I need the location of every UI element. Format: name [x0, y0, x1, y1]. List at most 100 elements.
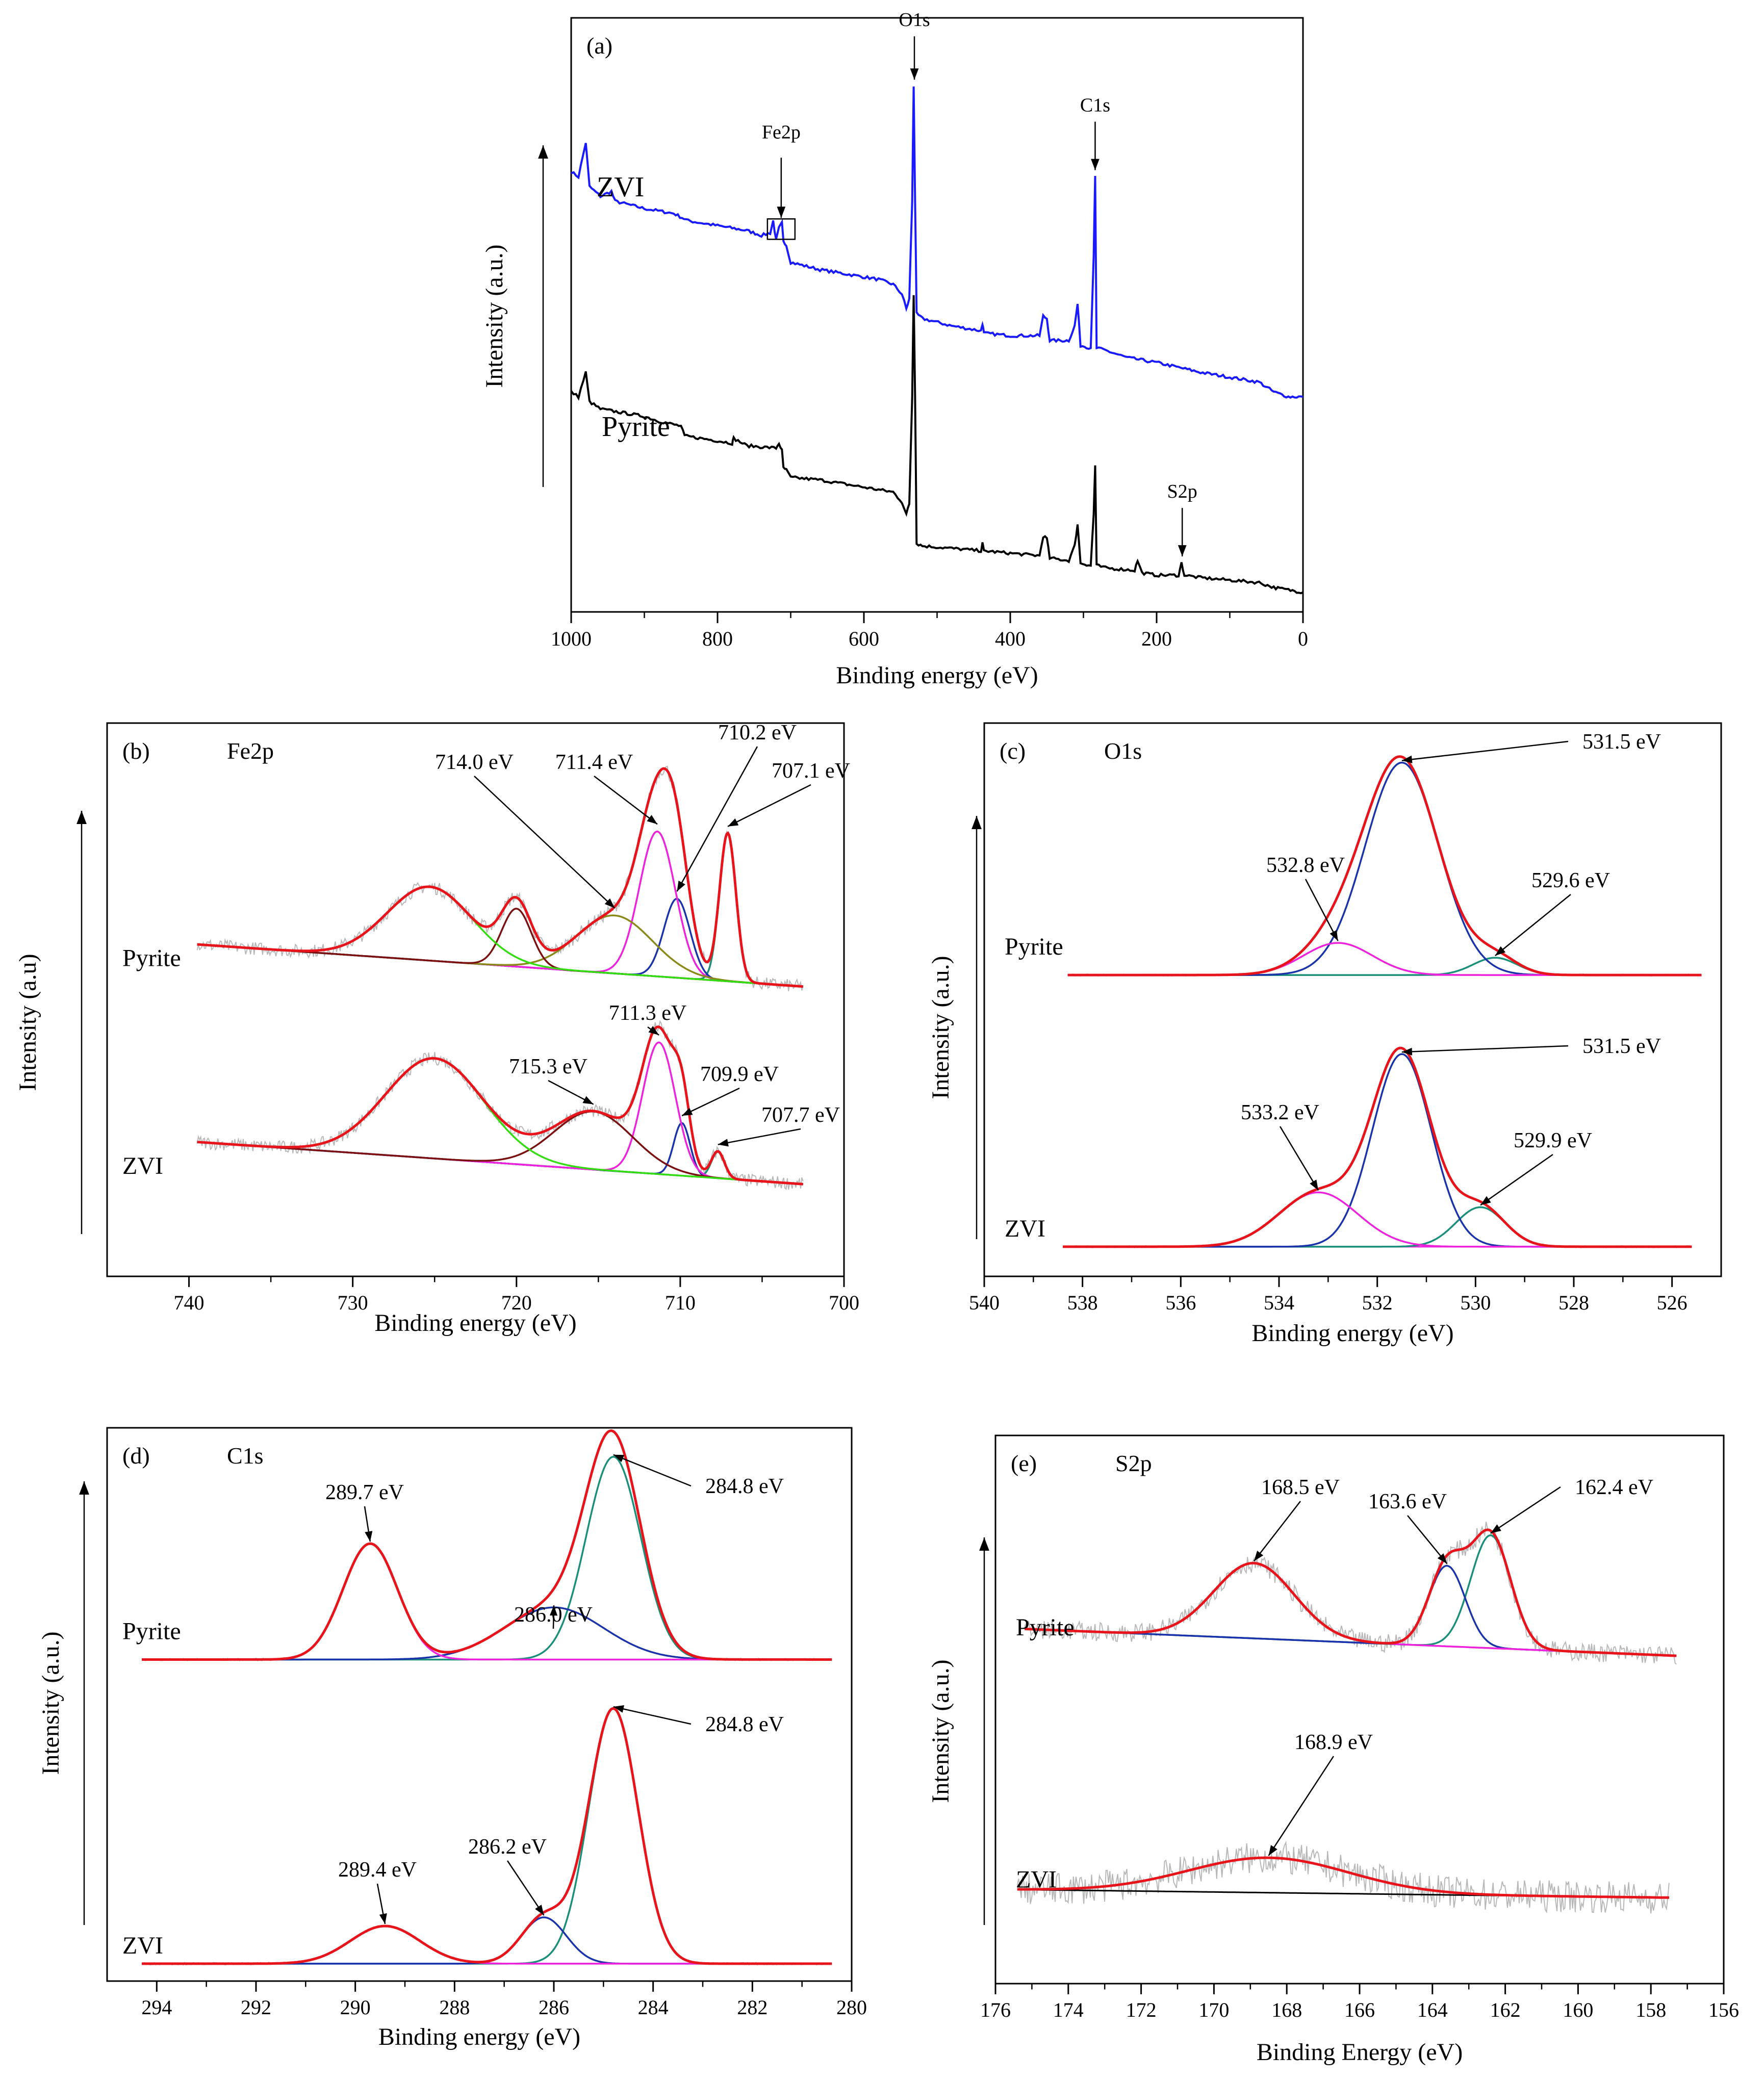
spectrum-zvi [571, 86, 1303, 399]
x-tick-label: 536 [1165, 1291, 1196, 1314]
x-tick-label: 280 [836, 1996, 867, 2019]
peak-callout: 163.6 eV [1368, 1490, 1447, 1513]
peak-callout: 711.4 eV [555, 751, 633, 774]
fit-envelope-pyrite [1067, 755, 1702, 977]
callout-arrow-head [365, 1531, 373, 1542]
sample-label-zvi: ZVI [1016, 1866, 1057, 1893]
x-tick-label: 162 [1490, 1998, 1521, 2021]
callout-arrow-head [648, 1026, 659, 1035]
plot-frame [983, 722, 1722, 1277]
panel-title: S2p [1115, 1450, 1152, 1476]
component-707.1-eV [197, 832, 803, 988]
callout-arrow-head [613, 1454, 625, 1462]
x-axis-label: Binding energy (eV) [374, 1309, 576, 1337]
y-axis-label: Intensity (a.u.) [37, 1631, 64, 1775]
x-tick-label: 294 [141, 1996, 172, 2019]
x-tick-label: 534 [1264, 1291, 1294, 1314]
panel-d: 294 292 290 288 286 284 282 280 Binding energy (… [37, 1427, 867, 2050]
component-725.3-eV [197, 886, 803, 988]
callout-arrow [613, 1706, 692, 1725]
component-289.7-eV [142, 1543, 832, 1661]
peak-callout: 531.5 eV [1582, 1035, 1661, 1058]
component-531.5-eV [1063, 1053, 1692, 1248]
x-tick-label: 156 [1708, 1998, 1739, 2021]
y-axis-label: Intensity (a.u) [14, 954, 41, 1091]
x-tick-label: 160 [1563, 1998, 1593, 2021]
x-tick-label: 164 [1417, 1998, 1448, 2021]
y-axis-label: Intensity (a.u.) [927, 1659, 954, 1803]
callout-arrow-head [1437, 1553, 1447, 1564]
raw-data-pyrite [1067, 755, 1702, 977]
peak-callout: 709.9 eV [700, 1063, 779, 1086]
fe2p-box [766, 218, 796, 240]
panel-a: 1000 800 600 400 200 0 Binding energy (eV) Inte… [481, 9, 1308, 689]
callout-arrow [676, 746, 758, 892]
callout-arrow-head [379, 1913, 387, 1924]
callout-arrow [1401, 740, 1569, 761]
callout-arrow [1490, 1486, 1561, 1534]
callout-arrow [1401, 1045, 1569, 1053]
x-tick-label: 170 [1198, 1998, 1229, 2021]
callout-arrow-head [613, 1705, 624, 1713]
callout-arrow [718, 1128, 801, 1145]
component-715.3-eV [197, 1111, 803, 1185]
x-tick-label: 526 [1657, 1291, 1688, 1314]
annotation-label: S2p [1167, 481, 1197, 502]
component-711.4-eV [197, 830, 803, 988]
x-tick-label: 700 [829, 1291, 859, 1314]
fit-envelope-zvi [197, 1025, 803, 1186]
panel-label: (b) [122, 738, 150, 764]
peak-callout: 532.8 eV [1266, 854, 1345, 877]
x-axis-label: Binding energy (eV) [378, 2023, 580, 2050]
peak-callout: 533.2 eV [1241, 1101, 1319, 1124]
plot-frame [106, 722, 845, 1277]
y-axis-label: Intensity (a.u.) [927, 956, 954, 1099]
annotation-label: C1s [1080, 95, 1110, 116]
x-tick-label: 710 [665, 1291, 696, 1314]
callout-arrow-head [677, 880, 685, 892]
x-tick-label: 1000 [551, 627, 592, 650]
raw-data-zvi [1016, 1840, 1670, 1914]
callout-arrow [1268, 1756, 1335, 1856]
intensity-arrow-head [538, 145, 548, 159]
x-axis-label: Binding energy (eV) [836, 662, 1038, 689]
callout-arrow-head [647, 815, 657, 825]
plot-frame [106, 1427, 853, 1982]
callout-arrow-head [682, 1108, 693, 1116]
sample-label-pyrite: Pyrite [122, 1617, 181, 1645]
component-533.2-eV [1063, 1191, 1692, 1248]
callout-arrow-head [1495, 946, 1506, 956]
annotation-label: Fe2p [762, 121, 801, 143]
x-tick-label: 168 [1271, 1998, 1302, 2021]
peak-callout: 289.7 eV [325, 1481, 404, 1504]
callout-arrow-head [1480, 1196, 1491, 1205]
x-tick-label: 720 [501, 1291, 532, 1314]
panel-label: (d) [122, 1443, 150, 1469]
x-tick-label: 600 [849, 627, 879, 650]
panel-title: C1s [227, 1443, 264, 1469]
x-tick-label: 800 [702, 627, 733, 650]
x-tick-label: 730 [338, 1291, 368, 1314]
fit-envelope-pyrite [142, 1429, 832, 1661]
annotation-arrow-head [777, 207, 786, 218]
sample-label-pyrite: Pyrite [1005, 933, 1063, 960]
annotation-arrow-head [910, 68, 919, 80]
callout-arrow-head [1254, 1550, 1264, 1561]
peak-callout: 711.3 eV [609, 1002, 686, 1025]
callout-arrow [1253, 1501, 1301, 1562]
x-axis-label: Binding Energy (eV) [1257, 2039, 1463, 2066]
sample-label-zvi: ZVI [122, 1932, 163, 1959]
x-tick-label: 400 [995, 627, 1026, 650]
x-tick-label: 166 [1344, 1998, 1375, 2021]
peak-callout: 168.9 eV [1294, 1731, 1373, 1754]
peak-callout: 707.7 eV [761, 1103, 840, 1127]
component-286.2-eV [142, 1916, 832, 1965]
peak-callout: 529.6 eV [1531, 869, 1610, 892]
panel-label: (c) [1000, 738, 1026, 764]
callout-arrow-head [604, 898, 615, 908]
x-tick-label: 530 [1460, 1291, 1491, 1314]
component-529.9-eV [1063, 1206, 1692, 1248]
peak-callout: 714.0 eV [435, 751, 514, 774]
spectrum-pyrite [570, 295, 1303, 595]
